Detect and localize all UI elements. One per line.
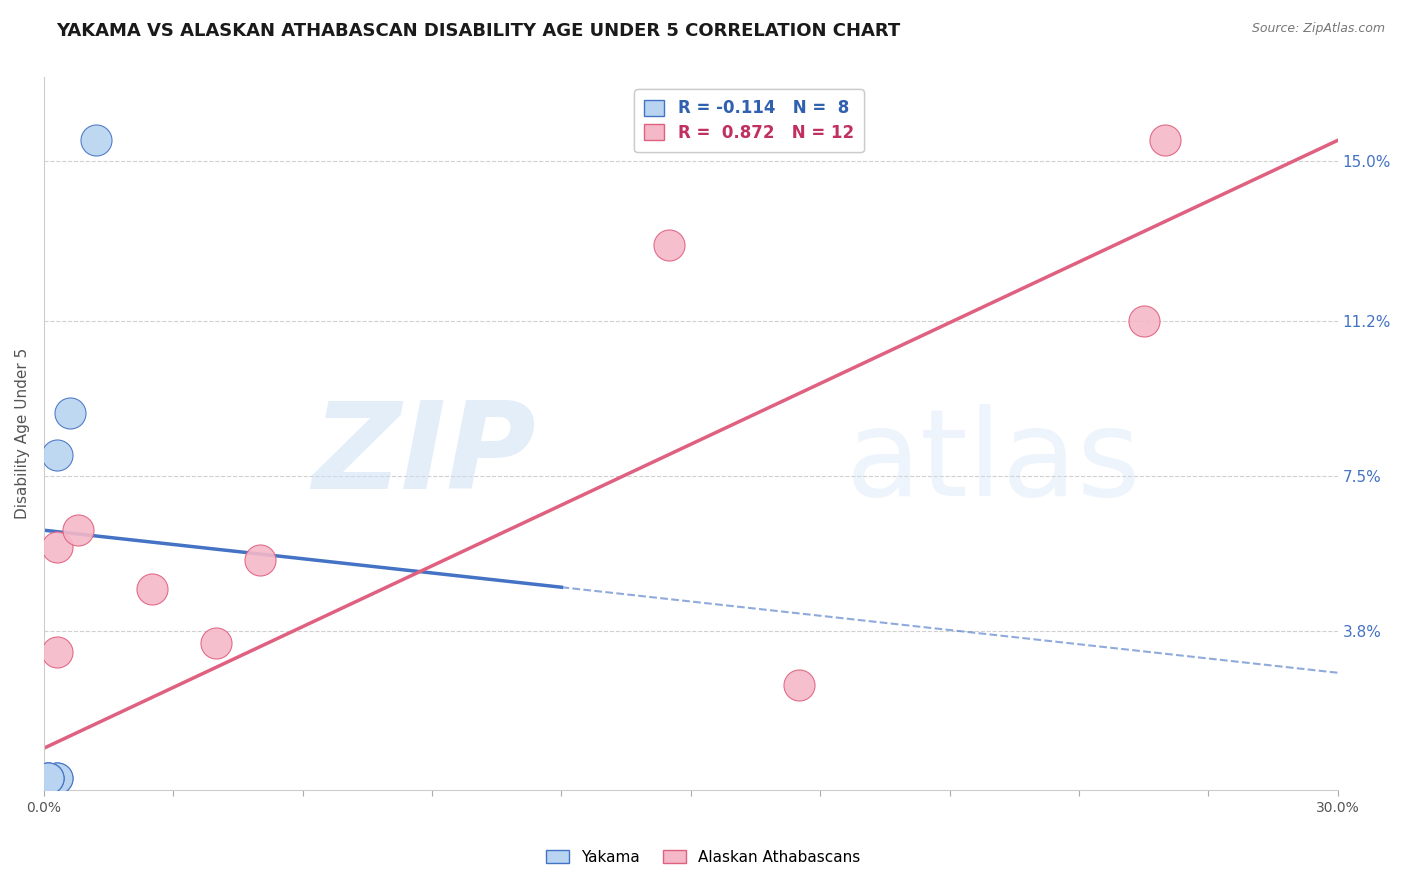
Point	[45, 540, 67, 554]
Legend: R = -0.114   N =  8, R =  0.872   N = 12: R = -0.114 N = 8, R = 0.872 N = 12	[634, 89, 863, 152]
Point	[141, 582, 163, 596]
Point	[84, 133, 107, 147]
Text: YAKAMA VS ALASKAN ATHABASCAN DISABILITY AGE UNDER 5 CORRELATION CHART: YAKAMA VS ALASKAN ATHABASCAN DISABILITY …	[56, 22, 900, 40]
Text: atlas: atlas	[846, 404, 1142, 521]
Point	[45, 771, 67, 785]
Point	[658, 238, 681, 252]
Point	[45, 771, 67, 785]
Y-axis label: Disability Age Under 5: Disability Age Under 5	[15, 348, 30, 519]
Text: ZIP: ZIP	[312, 397, 536, 514]
Point	[249, 552, 271, 566]
Point	[1154, 133, 1177, 147]
Legend: Yakama, Alaskan Athabascans: Yakama, Alaskan Athabascans	[540, 844, 866, 871]
Point	[37, 771, 59, 785]
Point	[59, 406, 82, 420]
Point	[787, 678, 810, 692]
Point	[1132, 313, 1154, 327]
Point	[205, 636, 228, 650]
Point	[67, 523, 90, 537]
Point	[37, 771, 59, 785]
Point	[45, 645, 67, 659]
Text: Source: ZipAtlas.com: Source: ZipAtlas.com	[1251, 22, 1385, 36]
Point	[37, 771, 59, 785]
Point	[45, 448, 67, 462]
